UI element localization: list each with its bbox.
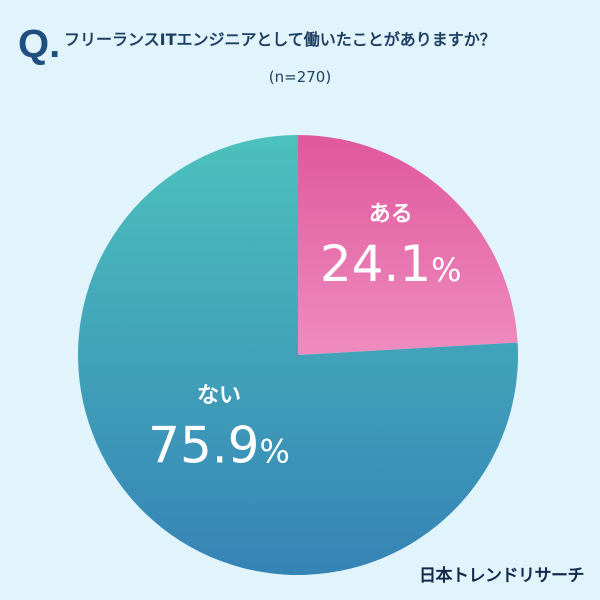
slice-percent-no: 75.9% <box>148 417 290 475</box>
brand-logo-text: 日本トレンドリサーチ <box>419 566 585 586</box>
question-mark-label: Q. <box>18 22 61 66</box>
pie-slice-yes <box>298 135 518 355</box>
slice-label-no: ない <box>197 384 241 409</box>
question-title: フリーランスITエンジニアとして働いたことがありますか？ <box>64 30 496 49</box>
pie-slice-no <box>77 135 518 575</box>
slice-label-yes: ある <box>369 202 413 227</box>
sample-size: (n=270) <box>268 68 332 86</box>
slice-percent-yes: 24.1% <box>320 235 462 293</box>
